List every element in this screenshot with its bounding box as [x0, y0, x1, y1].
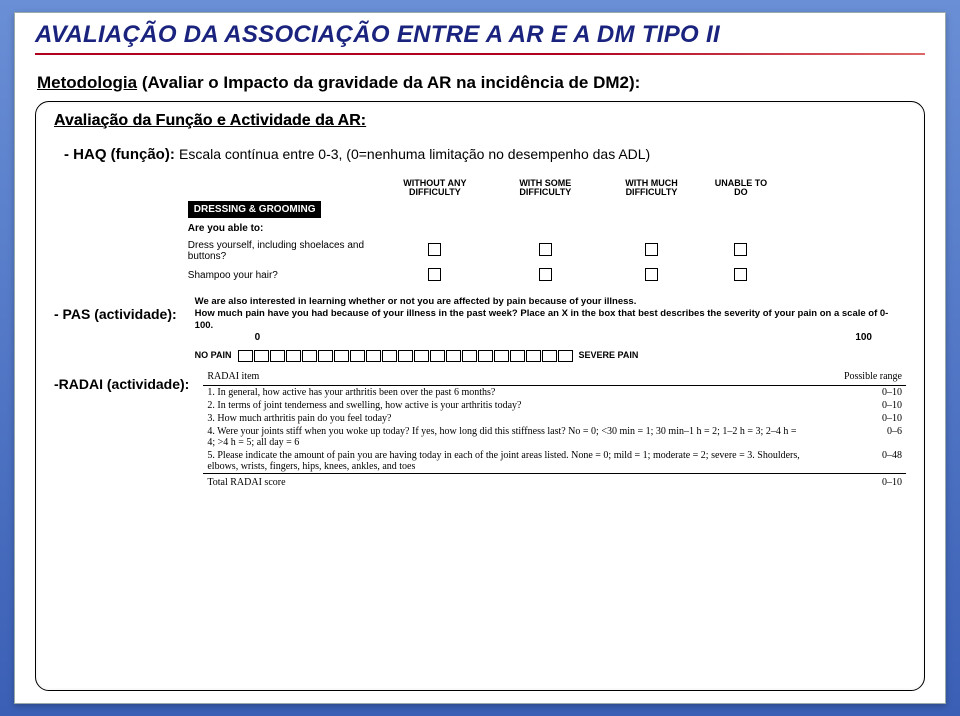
slide-frame: AVALIAÇÃO DA ASSOCIAÇÃO ENTRE A AR E A D…	[14, 12, 946, 704]
haq-ask: Are you able to:	[184, 219, 776, 236]
pas-scale-box[interactable]	[350, 350, 365, 362]
pas-scale-box[interactable]	[334, 350, 349, 362]
radai-item-text: 1. In general, how active has your arthr…	[203, 386, 808, 400]
radai-item-row: 2. In terms of joint tenderness and swel…	[203, 399, 906, 412]
pas-box: We are also interested in learning wheth…	[195, 296, 906, 362]
pas-num-left: 0	[255, 332, 261, 345]
haq-bullet: - HAQ (função): Escala contínua entre 0-…	[64, 146, 906, 163]
radai-item-text: 4. Were your joints stiff when you woke …	[203, 425, 808, 449]
radai-item-text: 3. How much arthritis pain do you feel t…	[203, 412, 808, 425]
checkbox-icon[interactable]	[539, 243, 552, 256]
radai-head-left: RADAI item	[203, 370, 808, 386]
haq-bullet-bold: - HAQ (função):	[64, 146, 179, 163]
pas-scale-box[interactable]	[318, 350, 333, 362]
pas-scale-box[interactable]	[382, 350, 397, 362]
pas-scale-box[interactable]	[398, 350, 413, 362]
radai-item-range: 0–10	[808, 386, 906, 400]
haq-q-1: Shampoo your hair?	[184, 266, 377, 286]
checkbox-icon[interactable]	[428, 268, 441, 281]
section-subhead: Avaliação da Função e Actividade da AR:	[54, 112, 906, 130]
radai-table: RADAI item Possible range 1. In general,…	[203, 370, 906, 489]
haq-col-2: WITH MUCH DIFFICULTY	[599, 177, 703, 200]
haq-table: WITHOUT ANY DIFFICULTY WITH SOME DIFFICU…	[182, 175, 778, 288]
content-panel: Avaliação da Função e Actividade da AR: …	[35, 101, 925, 691]
pas-scale-box[interactable]	[462, 350, 477, 362]
pas-scale-box[interactable]	[270, 350, 285, 362]
checkbox-icon[interactable]	[428, 243, 441, 256]
pas-end-right: SEVERE PAIN	[579, 350, 639, 361]
pas-end-left: NO PAIN	[195, 350, 232, 361]
methodology-line: Metodologia (Avaliar o Impacto da gravid…	[37, 73, 925, 93]
radai-head-right: Possible range	[808, 370, 906, 386]
radai-row: -RADAI (actividade): RADAI item Possible…	[54, 370, 906, 489]
pas-scale-box[interactable]	[510, 350, 525, 362]
pas-scale-box[interactable]	[478, 350, 493, 362]
radai-item-row: 1. In general, how active has your arthr…	[203, 386, 906, 400]
radai-item-row: 5. Please indicate the amount of pain yo…	[203, 449, 906, 474]
pas-scale-box[interactable]	[542, 350, 557, 362]
radai-item-row: 4. Were your joints stiff when you woke …	[203, 425, 906, 449]
pas-line1: We are also interested in learning wheth…	[195, 296, 906, 308]
pas-num-right: 100	[855, 332, 872, 345]
pas-line2: How much pain have you had because of yo…	[195, 308, 906, 332]
checkbox-icon[interactable]	[734, 268, 747, 281]
pas-scale-box[interactable]	[430, 350, 445, 362]
pas-scale-box[interactable]	[254, 350, 269, 362]
haq-q-0: Dress yourself, including shoelaces and …	[184, 238, 377, 264]
checkbox-icon[interactable]	[539, 268, 552, 281]
radai-item-range: 0–6	[808, 425, 906, 449]
pas-scale-box[interactable]	[526, 350, 541, 362]
pas-scale-box[interactable]	[414, 350, 429, 362]
pas-scale-box[interactable]	[238, 350, 253, 362]
checkbox-icon[interactable]	[734, 243, 747, 256]
haq-col-3: UNABLE TO DO	[706, 177, 777, 200]
radai-item-text: 5. Please indicate the amount of pain yo…	[203, 449, 808, 474]
pas-row: - PAS (actividade): We are also interest…	[54, 296, 906, 362]
radai-total-right: 0–10	[808, 474, 906, 490]
pas-scale-box[interactable]	[302, 350, 317, 362]
haq-section-label: DRESSING & GROOMING	[188, 201, 322, 218]
pas-scale-box[interactable]	[366, 350, 381, 362]
radai-item-text: 2. In terms of joint tenderness and swel…	[203, 399, 808, 412]
title-rule	[35, 53, 925, 55]
radai-item-range: 0–10	[808, 412, 906, 425]
checkbox-icon[interactable]	[645, 243, 658, 256]
pas-scale-boxes[interactable]	[238, 350, 573, 362]
methodology-underlined: Metodologia	[37, 73, 137, 92]
pas-scale-box[interactable]	[286, 350, 301, 362]
pas-scale-box[interactable]	[446, 350, 461, 362]
pas-label: - PAS (actividade):	[54, 296, 177, 322]
pas-scale-box[interactable]	[558, 350, 573, 362]
radai-item-row: 3. How much arthritis pain do you feel t…	[203, 412, 906, 425]
page-title: AVALIAÇÃO DA ASSOCIAÇÃO ENTRE A AR E A D…	[35, 21, 925, 49]
methodology-rest: (Avaliar o Impacto da gravidade da AR na…	[137, 73, 640, 92]
haq-col-1: WITH SOME DIFFICULTY	[493, 177, 597, 200]
radai-item-range: 0–48	[808, 449, 906, 474]
haq-bullet-sub: Escala contínua entre 0-3, (0=nenhuma li…	[179, 146, 650, 162]
radai-label: -RADAI (actividade):	[54, 370, 189, 392]
pas-scale-box[interactable]	[494, 350, 509, 362]
radai-total-left: Total RADAI score	[203, 474, 808, 490]
radai-item-range: 0–10	[808, 399, 906, 412]
haq-col-0: WITHOUT ANY DIFFICULTY	[378, 177, 491, 200]
checkbox-icon[interactable]	[645, 268, 658, 281]
